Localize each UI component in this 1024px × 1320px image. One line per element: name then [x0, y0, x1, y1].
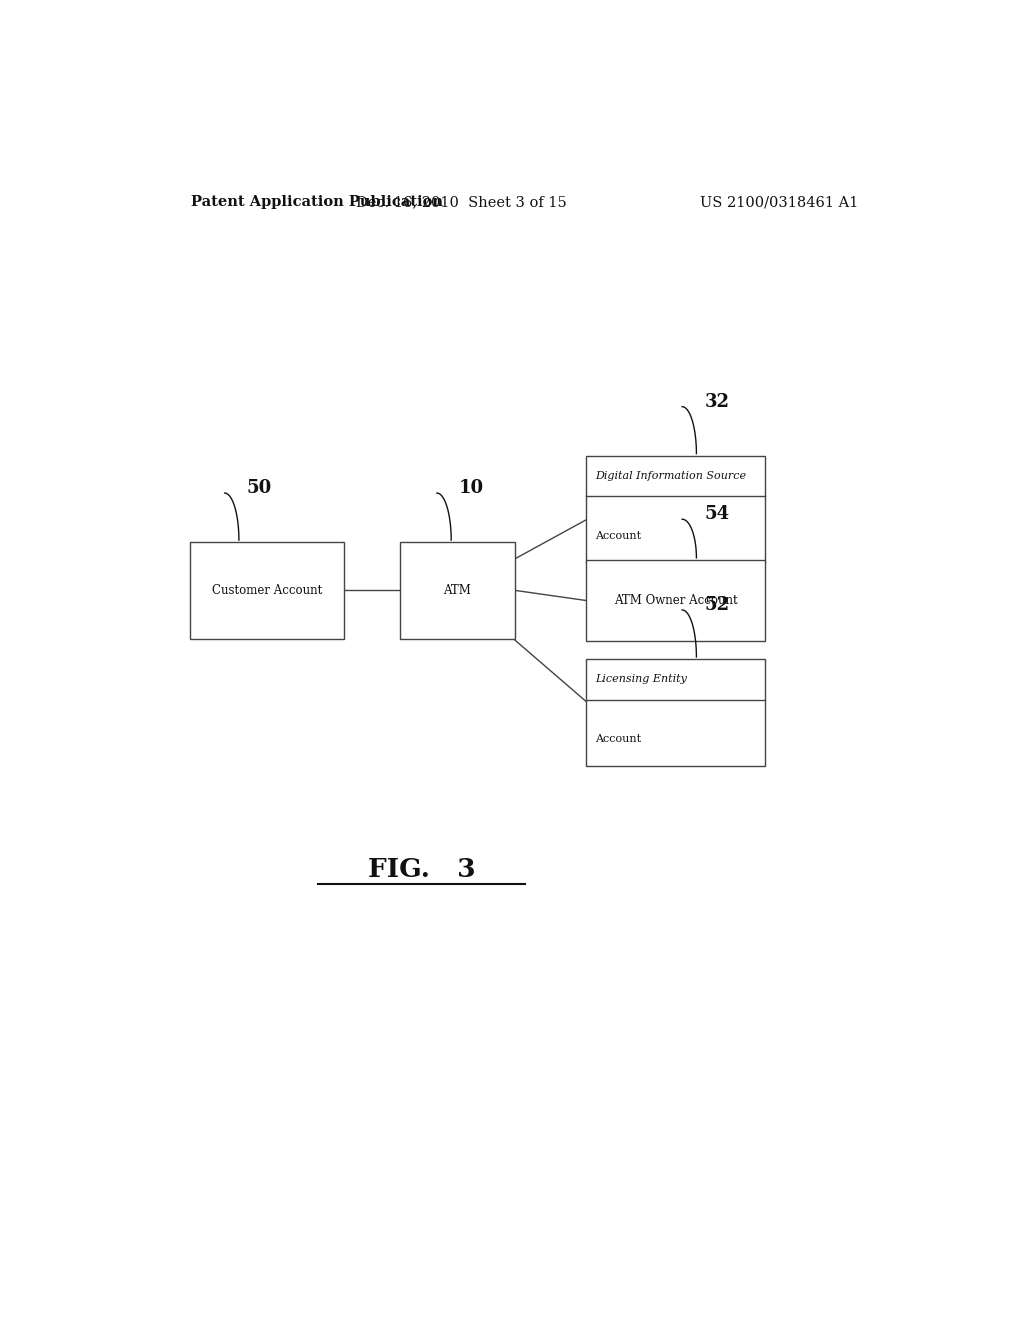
Bar [587, 659, 765, 766]
Bar [399, 543, 515, 639]
Bar [587, 560, 765, 642]
Text: FIG.   3: FIG. 3 [368, 858, 475, 882]
Text: Customer Account: Customer Account [212, 583, 322, 597]
Text: 52: 52 [705, 597, 729, 614]
Text: 32: 32 [705, 393, 729, 411]
Text: Account: Account [595, 531, 641, 541]
Text: Account: Account [595, 734, 641, 744]
Bar [189, 543, 344, 639]
Text: Patent Application Publication: Patent Application Publication [191, 195, 443, 209]
Text: 10: 10 [459, 479, 484, 498]
Text: ATM Owner Account: ATM Owner Account [613, 594, 737, 607]
Bar [587, 455, 765, 562]
Text: ATM: ATM [443, 583, 471, 597]
Text: Licensing Entity: Licensing Entity [595, 675, 687, 684]
Text: 54: 54 [705, 506, 729, 523]
Text: Dec. 16, 2010  Sheet 3 of 15: Dec. 16, 2010 Sheet 3 of 15 [356, 195, 566, 209]
Text: 50: 50 [247, 479, 272, 498]
Text: Digital Information Source: Digital Information Source [595, 471, 746, 480]
Text: US 2100/0318461 A1: US 2100/0318461 A1 [699, 195, 858, 209]
